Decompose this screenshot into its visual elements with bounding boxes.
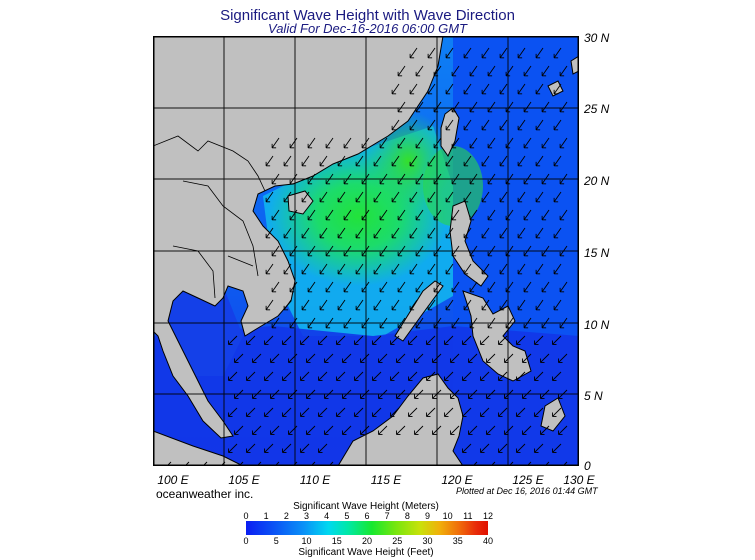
- lat-label-0: 0: [584, 459, 591, 473]
- colorbar-meters-tick: 1: [263, 511, 269, 521]
- colorbar-meters-tick: 11: [463, 511, 473, 521]
- colorbar-feet-tick: 25: [392, 536, 403, 546]
- colorbar-feet-title: Significant Wave Height (Feet): [298, 547, 434, 558]
- colorbar-feet-tick: 15: [331, 536, 342, 546]
- colorbar-meters-tick: 7: [384, 511, 390, 521]
- lon-label-125e: 125 E: [512, 473, 544, 487]
- credit-text: oceanweather inc.: [156, 487, 254, 501]
- colorbar-meters-tick: 6: [364, 511, 370, 521]
- colorbar-meters-tick: 2: [283, 511, 289, 521]
- colorbar-meters-tick: 3: [303, 511, 309, 521]
- colorbar-feet-tick: 35: [452, 536, 463, 546]
- wave-height-map: [153, 36, 579, 466]
- lat-label-5n: 5 N: [584, 389, 603, 403]
- colorbar: [246, 521, 488, 535]
- colorbar-feet-tick: 10: [301, 536, 312, 546]
- lon-label-100e: 100 E: [157, 473, 189, 487]
- wave-direction-arrows: [166, 47, 568, 466]
- lon-label-110e: 110 E: [299, 473, 331, 487]
- colorbar-meters-title: Significant Wave Height (Meters): [293, 501, 439, 512]
- colorbar-feet-tick: 20: [361, 536, 372, 546]
- colorbar-feet-tick: 30: [422, 536, 433, 546]
- lat-label-25n: 25 N: [584, 102, 610, 116]
- colorbar-meters-tick: 8: [404, 511, 410, 521]
- chart-subtitle: Valid For Dec-16-2016 06:00 GMT: [268, 21, 467, 36]
- chart-title: Significant Wave Height with Wave Direct…: [220, 7, 515, 24]
- lon-label-120e: 120 E: [441, 473, 473, 487]
- colorbar-feet-tick: 40: [482, 536, 493, 546]
- lat-label-20n: 20 N: [584, 174, 610, 188]
- colorbar-meters-tick: 5: [344, 511, 350, 521]
- map-frame: [153, 36, 579, 466]
- plotted-timestamp: Plotted at Dec 16, 2016 01:44 GMT: [456, 486, 598, 496]
- lat-label-10n: 10 N: [584, 318, 610, 332]
- landmass: [153, 36, 579, 466]
- lon-label-105e: 105 E: [228, 473, 260, 487]
- colorbar-meters-tick: 9: [424, 511, 430, 521]
- lat-label-15n: 15 N: [584, 246, 610, 260]
- colorbar-feet-tick: 5: [273, 536, 279, 546]
- colorbar-feet-tick: 0: [243, 536, 249, 546]
- colorbar-meters-tick: 12: [482, 511, 493, 521]
- lon-label-115e: 115 E: [370, 473, 402, 487]
- colorbar-meters-tick: 10: [442, 511, 453, 521]
- colorbar-meters-tick: 0: [243, 511, 249, 521]
- lat-label-30n: 30 N: [584, 31, 610, 45]
- colorbar-meters-tick: 4: [324, 511, 330, 521]
- lon-label-130e: 130 E: [563, 473, 595, 487]
